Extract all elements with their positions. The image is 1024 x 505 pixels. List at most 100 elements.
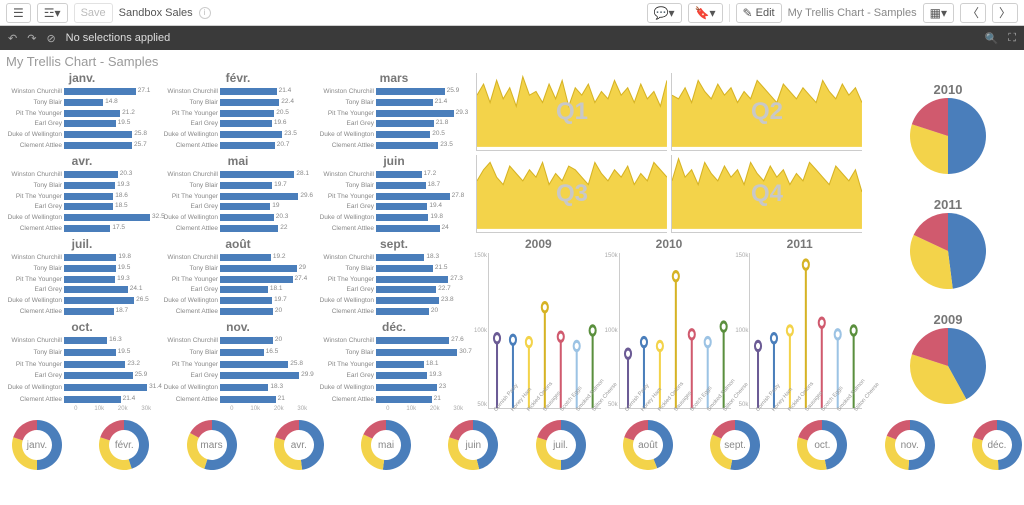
selections-tool-icon[interactable]: ⛶	[1008, 32, 1016, 45]
bar-category-label: Tony Blair	[6, 182, 62, 189]
bar-category-label: Tony Blair	[162, 265, 218, 272]
lollipop-title: 2009	[474, 237, 603, 251]
bar-row: Duke of Wellington 31.4	[6, 383, 154, 392]
donut-chart-août[interactable]: août	[623, 420, 673, 470]
bar-chart-août[interactable]: août Winston Churchill 19.2 Tony Blair 2…	[162, 237, 314, 318]
chevron-down-icon: ▾	[55, 7, 61, 19]
bar-row: Clement Attlee 23.5	[318, 141, 466, 150]
donut-label: févr.	[99, 420, 149, 470]
smart-search-icon[interactable]: 🔍	[985, 32, 999, 45]
bookmark-icon: 🔖	[695, 7, 710, 19]
bar-chart-title: nov.	[162, 320, 314, 334]
bar-category-label: Pit The Younger	[318, 110, 374, 117]
donut-chart-juin[interactable]: juin	[448, 420, 498, 470]
bar-category-label: Earl Grey	[318, 203, 374, 210]
bar-row: Earl Grey 19	[162, 202, 310, 211]
bar-chart-janv.[interactable]: janv. Winston Churchill 27.1 Tony Blair …	[6, 71, 158, 152]
bar-chart-sept.[interactable]: sept. Winston Churchill 18.3 Tony Blair …	[318, 237, 470, 318]
donut-chart-juil.[interactable]: juil.	[536, 420, 586, 470]
insight-advisor-button[interactable]: 💬▾	[647, 3, 682, 23]
pie-title: 2011	[910, 197, 986, 212]
assets-dropdown-button[interactable]: ☲▾	[37, 3, 68, 23]
bar-category-label: Clement Attlee	[162, 308, 218, 315]
area-chart-Q3[interactable]: Q3	[476, 155, 667, 233]
donut-chart-sept.[interactable]: sept.	[710, 420, 760, 470]
next-sheet-button[interactable]: 〉	[992, 3, 1018, 23]
hamburger-icon: ☰	[13, 7, 24, 19]
lollipop-chart-2010[interactable]: 2010 150k100k50k Cornish PastyHoney HamP…	[605, 237, 734, 415]
donut-chart-déc.[interactable]: déc.	[972, 420, 1022, 470]
bar-category-label: Winston Churchill	[162, 171, 218, 178]
donut-chart-févr.[interactable]: févr.	[99, 420, 149, 470]
pie-chart-2011[interactable]: 2011	[910, 197, 986, 289]
donut-chart-oct.[interactable]: oct.	[797, 420, 847, 470]
bar-row: Pit The Younger 29.6	[162, 192, 310, 201]
bar-chart-avr.[interactable]: avr. Winston Churchill 20.3 Tony Blair 1…	[6, 154, 158, 235]
bar-category-label: Pit The Younger	[318, 193, 374, 200]
bar-category-label: Earl Grey	[162, 372, 218, 379]
bar-category-label: Winston Churchill	[6, 337, 62, 344]
bar-row: Pit The Younger 19.3	[6, 275, 154, 284]
donut-chart-mai[interactable]: mai	[361, 420, 411, 470]
sheet-name[interactable]: My Trellis Chart - Samples	[788, 7, 917, 19]
pie-title: 2010	[910, 82, 986, 97]
bar-chart-nov.[interactable]: nov. Winston Churchill 20 Tony Blair 16.…	[162, 320, 314, 415]
donut-label: avr.	[274, 420, 324, 470]
bar-chart-title: sept.	[318, 237, 470, 251]
area-chart-Q2[interactable]: Q2	[671, 73, 862, 151]
save-button[interactable]: Save	[74, 3, 113, 23]
edit-button[interactable]: ✎ Edit	[736, 3, 782, 23]
bar-row: Tony Blair 14.8	[6, 98, 154, 107]
bar-row: Pit The Younger 18.6	[6, 192, 154, 201]
bar-row: Tony Blair 19.5	[6, 264, 154, 273]
prev-sheet-button[interactable]: 〈	[960, 3, 986, 23]
bar-row: Tony Blair 21.5	[318, 264, 466, 273]
edit-label: Edit	[756, 7, 775, 19]
quarter-chart-grid[interactable]: Q1 Q2 Q3 Q4	[474, 71, 864, 235]
bar-category-label: Clement Attlee	[318, 308, 374, 315]
sheets-dropdown-button[interactable]: ▦▾	[923, 3, 954, 23]
info-icon[interactable]: i	[199, 7, 211, 19]
lollipop-chart-grid[interactable]: 2009 150k100k50k Cornish PastyHoney HamP…	[474, 237, 864, 415]
chevron-left-icon: 〈	[967, 7, 979, 19]
pie-chart-column[interactable]: 2010 2011 2009	[868, 71, 1024, 415]
area-chart-Q1[interactable]: Q1	[476, 73, 667, 151]
bar-category-label: Tony Blair	[318, 182, 374, 189]
lollipop-chart-2011[interactable]: 2011 150k100k50k Cornish PastyHoney HamP…	[735, 237, 864, 415]
bar-chart-mars[interactable]: mars Winston Churchill 25.9 Tony Blair 2…	[318, 71, 470, 152]
bar-chart-févr.[interactable]: févr. Winston Churchill 21.4 Tony Blair …	[162, 71, 314, 152]
step-back-icon[interactable]: ↶	[8, 32, 17, 45]
area-chart-Q4[interactable]: Q4	[671, 155, 862, 233]
donut-label: juil.	[536, 420, 586, 470]
bar-chart-déc.[interactable]: déc. Winston Churchill 27.6 Tony Blair 3…	[318, 320, 470, 415]
donut-chart-janv.[interactable]: janv.	[12, 420, 62, 470]
donut-chart-row[interactable]: janv. févr. mars avr. maijuin juil. août sept. o…	[6, 417, 1024, 473]
clear-selections-icon[interactable]: ⊘	[46, 32, 55, 45]
bar-chart-oct.[interactable]: oct. Winston Churchill 16.3 Tony Blair 1…	[6, 320, 158, 415]
bar-row: Earl Grey 18.5	[6, 202, 154, 211]
step-forward-icon[interactable]: ↷	[27, 32, 36, 45]
bar-row: Earl Grey 19.3	[318, 371, 466, 380]
bar-chart-juin[interactable]: juin Winston Churchill 17.2 Tony Blair 1…	[318, 154, 470, 235]
bar-category-label: Earl Grey	[6, 203, 62, 210]
bar-row: Clement Attlee 18.7	[6, 307, 154, 316]
donut-chart-nov.[interactable]: nov.	[885, 420, 935, 470]
global-menu-button[interactable]: ☰	[6, 3, 31, 23]
pie-chart-2010[interactable]: 2010	[910, 82, 986, 174]
bookmarks-button[interactable]: 🔖▾	[688, 3, 723, 23]
pie-chart-2009[interactable]: 2009	[910, 312, 986, 404]
bar-row: Duke of Wellington 23.8	[318, 296, 466, 305]
lollipop-chart-2009[interactable]: 2009 150k100k50k Cornish PastyHoney HamP…	[474, 237, 603, 415]
bar-category-label: Winston Churchill	[6, 171, 62, 178]
donut-chart-mars[interactable]: mars	[187, 420, 237, 470]
bar-chart-mai[interactable]: mai Winston Churchill 28.1 Tony Blair 19…	[162, 154, 314, 235]
bar-category-label: Pit The Younger	[162, 276, 218, 283]
donut-label: janv.	[12, 420, 62, 470]
bar-row: Clement Attlee 20	[318, 307, 466, 316]
donut-chart-avr.[interactable]: avr.	[274, 420, 324, 470]
bar-category-label: Clement Attlee	[162, 225, 218, 232]
bar-row: Earl Grey 29.9	[162, 371, 310, 380]
chat-icon: 💬	[654, 7, 669, 19]
bar-row: Pit The Younger 27.3	[318, 275, 466, 284]
bar-chart-juil.[interactable]: juil. Winston Churchill 19.8 Tony Blair …	[6, 237, 158, 318]
